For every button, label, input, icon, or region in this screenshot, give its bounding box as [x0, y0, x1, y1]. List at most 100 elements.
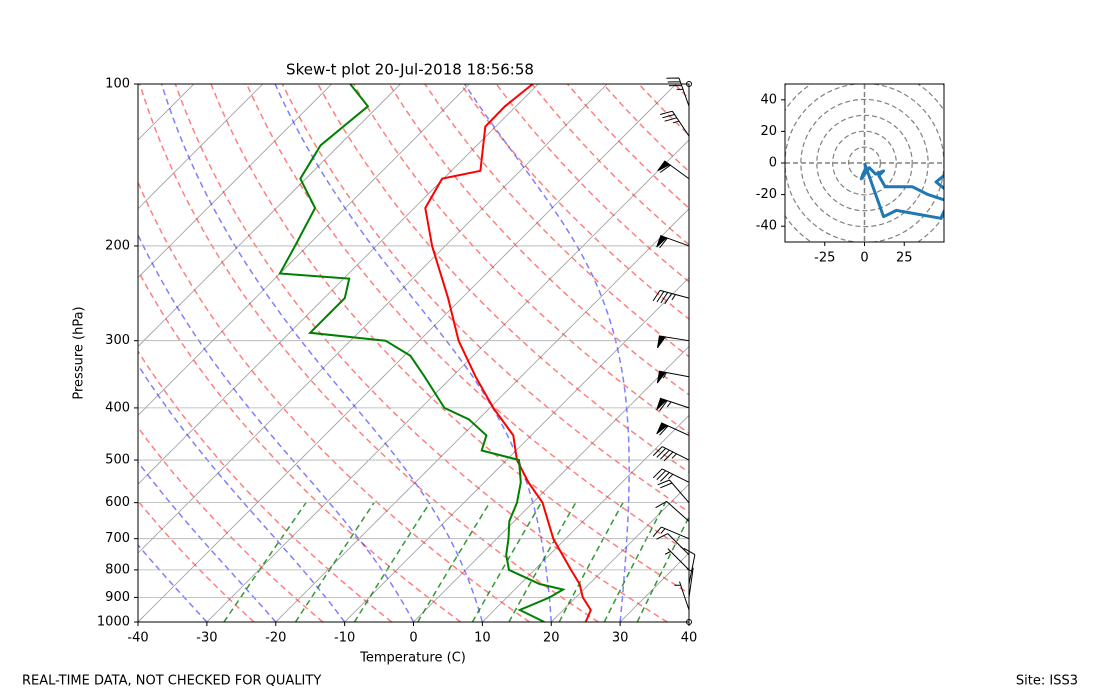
- x-tick-label: -25: [814, 251, 835, 266]
- wind-barb: [656, 235, 690, 249]
- moist-adiabat: [160, 84, 484, 622]
- x-axis-label: Temperature (C): [359, 651, 466, 666]
- dry-adiabat: [602, 84, 689, 173]
- y-tick-label: 600: [105, 495, 130, 510]
- isotherm: [0, 84, 56, 622]
- dry-adiabat: [210, 84, 689, 595]
- wind-barb: [652, 526, 690, 540]
- wind-barb: [657, 160, 690, 180]
- y-tick-label: 300: [105, 333, 130, 348]
- x-tick-label: -10: [334, 631, 355, 646]
- x-tick-label: -30: [196, 631, 217, 646]
- y-tick-label: 1000: [97, 615, 130, 630]
- isotherm: [206, 139, 689, 622]
- dry-adiabat: [531, 84, 689, 246]
- moist-adiabat: [138, 460, 277, 622]
- dry-adiabat: [673, 84, 689, 100]
- y-tick-label: 20: [760, 124, 777, 139]
- isotherm: [138, 84, 332, 279]
- wind-barb: [656, 370, 690, 384]
- y-tick-label: 100: [105, 77, 130, 92]
- hodograph-ring: [816, 114, 913, 212]
- dry-adiabat: [317, 84, 689, 474]
- isotherm: [688, 621, 689, 622]
- y-tick-label: 800: [105, 562, 130, 577]
- mixing-ratio-line: [636, 515, 689, 622]
- wind-barb: [656, 422, 690, 436]
- site-label: Site: ISS3: [1016, 674, 1078, 689]
- profile-line: [278, 84, 566, 622]
- dry-adiabat: [245, 84, 689, 554]
- dry-adiabat: [138, 269, 462, 622]
- y-tick-label: 0: [769, 156, 777, 171]
- y-tick-label: 500: [105, 453, 130, 468]
- isotherm: [138, 84, 608, 554]
- x-tick-label: 40: [681, 631, 698, 646]
- wind-barb: [666, 77, 690, 107]
- footer-note: REAL-TIME DATA, NOT CHECKED FOR QUALITY: [22, 674, 321, 689]
- isotherm: [482, 414, 689, 622]
- wind-barb: [655, 500, 690, 522]
- dry-adiabat: [174, 84, 668, 622]
- wind-barb: [664, 548, 690, 571]
- wind-barb: [656, 397, 690, 412]
- wind-barb: [657, 479, 690, 503]
- wind-barb: [656, 533, 690, 556]
- dry-adiabat: [566, 84, 689, 210]
- wind-barb: [660, 110, 690, 137]
- isotherm: [138, 84, 539, 485]
- x-tick-label: -40: [127, 631, 148, 646]
- hodograph-rings: [785, 84, 944, 242]
- chart-title: Skew-t plot 20-Jul-2018 18:56:58: [286, 61, 534, 79]
- wind-barb: [686, 619, 692, 625]
- dry-adiabat: [746, 84, 1100, 622]
- dry-adiabat: [424, 84, 689, 358]
- wind-barb: [652, 468, 690, 483]
- wind-barb: [657, 335, 690, 349]
- isotherm: [138, 84, 195, 141]
- isotherm: [619, 552, 689, 622]
- profile-line: [424, 84, 592, 622]
- y-tick-label: 40: [760, 92, 777, 107]
- dry-adiabat: [138, 180, 531, 622]
- y-tick-label: 200: [105, 238, 130, 253]
- moist-adiabat: [463, 84, 630, 622]
- isotherm: [138, 84, 470, 416]
- dry-adiabat: [281, 84, 689, 513]
- wind-barb: [686, 81, 692, 87]
- hodograph-ring: [832, 130, 897, 196]
- y-tick-label: 400: [105, 400, 130, 415]
- y-tick-label: -40: [756, 219, 777, 234]
- axes-frame: [137, 83, 690, 623]
- y-tick-label: -20: [756, 187, 777, 202]
- x-tick-label: -20: [265, 631, 286, 646]
- dry-adiabat: [459, 84, 689, 321]
- wind-barb: [683, 547, 696, 585]
- profiles: [278, 84, 592, 622]
- dry-adiabat: [138, 349, 393, 622]
- isotherm: [551, 483, 689, 622]
- mixing-ratio-line: [417, 502, 491, 622]
- y-tick-label: 700: [105, 531, 130, 546]
- moist-adiabat: [138, 233, 415, 622]
- wind-barb: [674, 581, 690, 611]
- moist-adiabat: [138, 543, 208, 622]
- hodograph-trace: [859, 162, 944, 220]
- dry-adiabat: [638, 84, 689, 137]
- hodograph-ring: [847, 146, 881, 180]
- background-lines: [0, 84, 1100, 622]
- x-tick-label: 0: [860, 251, 868, 266]
- x-tick-label: 20: [543, 631, 560, 646]
- moist-adiabat: [138, 363, 346, 622]
- wind-barb: [652, 446, 690, 462]
- isotherm: [413, 345, 689, 622]
- y-axis-label: Pressure (hPa): [72, 306, 87, 399]
- x-tick-label: 10: [474, 631, 491, 646]
- hodograph-line: [859, 162, 944, 220]
- dry-adiabat: [138, 499, 255, 622]
- dry-adiabat: [138, 84, 599, 622]
- dry-adiabat: [388, 84, 689, 396]
- wind-barb: [652, 289, 690, 305]
- moist-adiabat: [274, 84, 553, 622]
